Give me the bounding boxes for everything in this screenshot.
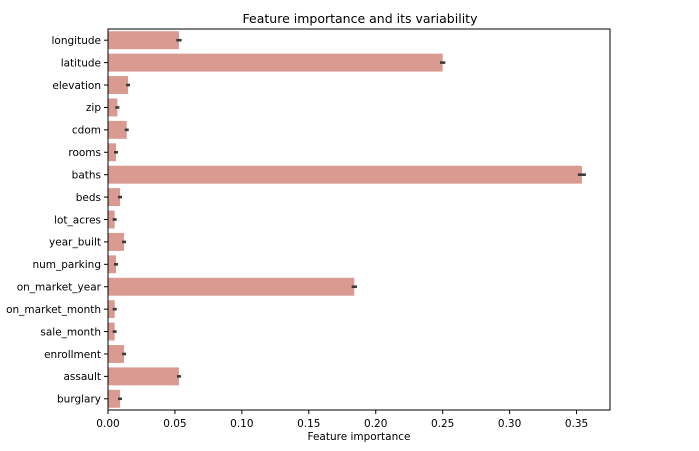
bar-latitude (108, 53, 443, 72)
bar-elevation (108, 76, 129, 94)
x-tick-label: 0.10 (230, 418, 253, 430)
x-axis: 0.00 0.05 0.10 0.15 0.20 0.25 0.30 0.35 (96, 410, 588, 430)
bar-beds (108, 188, 121, 207)
x-tick-label: 0.00 (96, 418, 119, 430)
bars-layer (108, 31, 582, 408)
plot-frame (107, 28, 611, 411)
y-tick-label: latitude (61, 57, 101, 69)
bar-burglary (108, 389, 121, 408)
y-tick-label: num_parking (32, 259, 101, 271)
bar-longitude (108, 31, 179, 50)
x-tick-label: 0.25 (431, 418, 454, 430)
y-tick-label: rooms (68, 147, 101, 159)
bar-sale_month (108, 322, 115, 341)
bar-baths (108, 165, 582, 184)
y-tick-label: on_market_year (17, 282, 102, 294)
bar-on_market_year (108, 277, 355, 296)
bar-assault (108, 367, 179, 386)
error-bars-layer (112, 38, 586, 401)
y-tick-label: beds (76, 192, 101, 204)
x-tick-label: 0.35 (565, 418, 588, 430)
y-tick-label: longitude (52, 35, 101, 47)
y-tick-label: year_built (49, 237, 101, 249)
x-tick-label: 0.20 (364, 418, 387, 430)
y-tick-label: burglary (57, 394, 101, 406)
x-axis-label: Feature importance (307, 431, 410, 443)
y-tick-label: enrollment (44, 349, 101, 361)
bar-zip (108, 98, 118, 117)
y-axis: longitude latitude elevation zip cdom rooms ba… (6, 35, 108, 406)
bar-year_built (108, 232, 125, 251)
x-tick-label: 0.15 (297, 418, 320, 430)
bar-lot_acres (108, 210, 115, 229)
bar-enrollment (108, 345, 125, 363)
bar-num_parking (108, 255, 117, 274)
bar-on_market_month (108, 300, 115, 319)
y-tick-label: elevation (52, 80, 101, 92)
x-tick-label: 0.30 (498, 418, 521, 430)
y-tick-label: on_market_month (6, 304, 101, 316)
bar-cdom (108, 120, 127, 139)
y-tick-label: sale_month (40, 326, 101, 338)
y-tick-label: baths (72, 169, 101, 181)
y-tick-label: lot_acres (54, 214, 101, 226)
chart-title: Feature importance and its variability (243, 11, 479, 26)
y-tick-label: cdom (72, 125, 101, 137)
y-tick-label: zip (86, 102, 101, 114)
y-tick-label: assault (64, 371, 102, 383)
x-tick-label: 0.05 (163, 418, 186, 430)
bar-rooms (108, 143, 117, 162)
